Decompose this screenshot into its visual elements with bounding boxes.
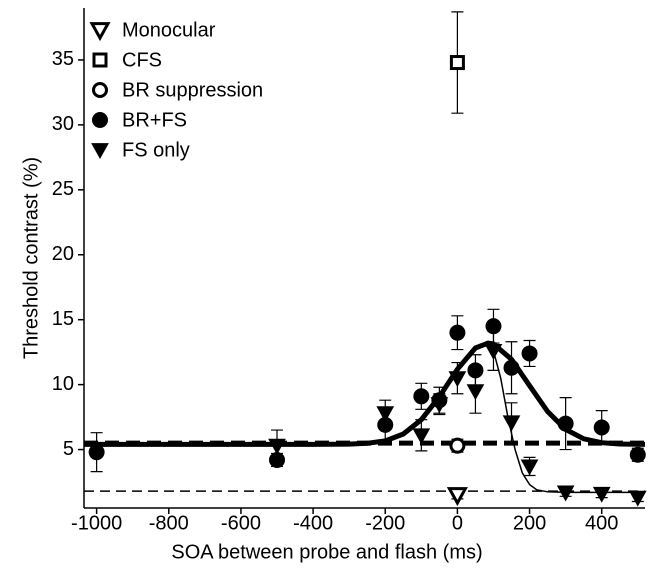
y-tick-label: 20 [52, 243, 74, 265]
x-tick-label: -600 [221, 512, 261, 534]
x-tick-label: 200 [513, 512, 546, 534]
marker [502, 415, 521, 432]
marker [449, 437, 466, 454]
marker [448, 371, 467, 388]
y-tick-label: 5 [63, 438, 74, 460]
legend-label: Monocular [122, 19, 216, 41]
legend-marker [92, 82, 108, 98]
marker [520, 459, 539, 476]
marker [413, 388, 430, 405]
marker [557, 415, 574, 432]
marker [449, 55, 465, 71]
x-tick-label: -400 [293, 512, 333, 534]
marker [629, 446, 646, 463]
marker [449, 324, 466, 341]
marker [628, 490, 647, 507]
legend-label: BR suppression [122, 79, 263, 101]
legend-marker [92, 52, 108, 68]
x-axis-label: SOA between probe and flash (ms) [171, 541, 482, 563]
marker [430, 397, 449, 414]
x-tick-label: 0 [452, 512, 463, 534]
y-tick-label: 35 [52, 48, 74, 70]
x-tick-label: -1000 [71, 512, 122, 534]
marker [503, 359, 520, 376]
x-tick-label: -200 [365, 512, 405, 534]
marker [521, 345, 538, 362]
fit-curve [84, 340, 646, 447]
marker [88, 444, 105, 461]
legend-label: FS only [122, 139, 190, 161]
y-tick-label: 25 [52, 178, 74, 200]
legend-marker [91, 143, 109, 160]
legend-marker [89, 22, 111, 42]
marker [376, 406, 395, 423]
y-axis-label: Threshold contrast (%) [20, 157, 42, 359]
x-tick-label: -800 [149, 512, 189, 534]
y-tick-label: 30 [52, 113, 74, 135]
legend-marker [92, 112, 108, 128]
x-tick-label: 400 [585, 512, 618, 534]
marker [446, 487, 468, 507]
marker [593, 419, 610, 436]
marker [466, 384, 485, 401]
marker [484, 343, 503, 360]
legend-label: CFS [122, 49, 162, 71]
y-tick-label: 10 [52, 373, 74, 395]
legend-label: BR+FS [122, 109, 187, 131]
y-tick-label: 15 [52, 308, 74, 330]
marker [268, 438, 286, 455]
marker [412, 428, 431, 445]
marker [556, 485, 575, 502]
marker [592, 486, 611, 503]
